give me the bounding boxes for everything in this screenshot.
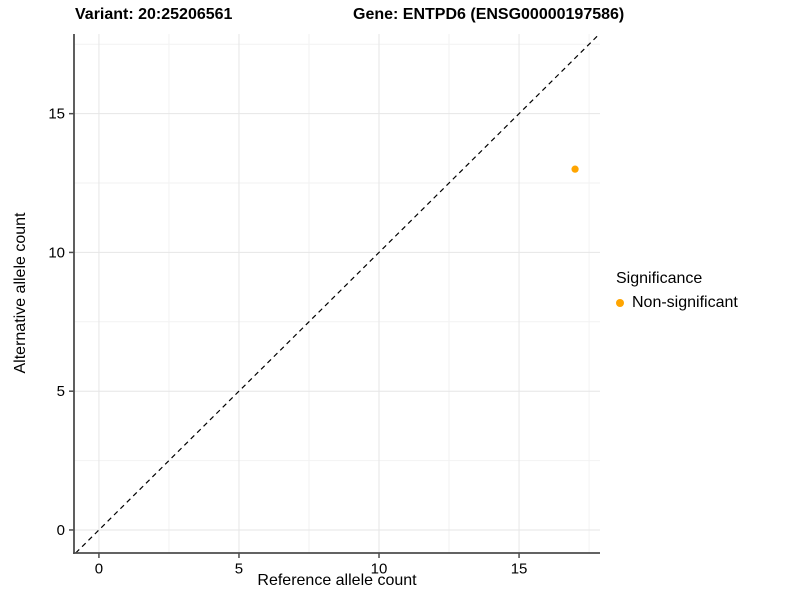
x-tick-label: 10	[371, 560, 388, 577]
x-axis-label: Reference allele count	[257, 572, 417, 589]
x-tick-label: 5	[235, 560, 243, 577]
x-tick-label: 0	[95, 560, 103, 577]
data-point	[571, 165, 579, 173]
identity-dashed-line	[75, 33, 600, 554]
axis-ticks	[69, 112, 520, 558]
x-tick-label: 15	[511, 560, 528, 577]
y-axis-label: Alternative allele count	[12, 212, 29, 374]
legend-title: Significance	[616, 270, 703, 287]
legend-item-label: Non-significant	[632, 294, 738, 311]
y-tick-label: 5	[57, 383, 65, 400]
gridlines-minor	[74, 34, 600, 553]
y-tick-label: 10	[48, 244, 65, 261]
legend-item: Non-significant	[616, 294, 738, 312]
legend: Significance Non-significant	[616, 270, 738, 312]
identity-line-group	[75, 33, 600, 554]
axis-lines	[73, 34, 600, 554]
plot-title-variant: Variant: 20:25206561	[75, 6, 233, 23]
y-tick-label: 0	[57, 522, 65, 539]
gridlines-major	[74, 34, 600, 553]
tick-labels: 0 5 10 15 0 5 10 15	[48, 106, 527, 578]
legend-point-icon	[616, 299, 624, 307]
y-tick-label: 15	[48, 106, 65, 123]
plot-title-gene: Gene: ENTPD6 (ENSG00000197586)	[353, 6, 625, 23]
data-points	[571, 165, 579, 173]
